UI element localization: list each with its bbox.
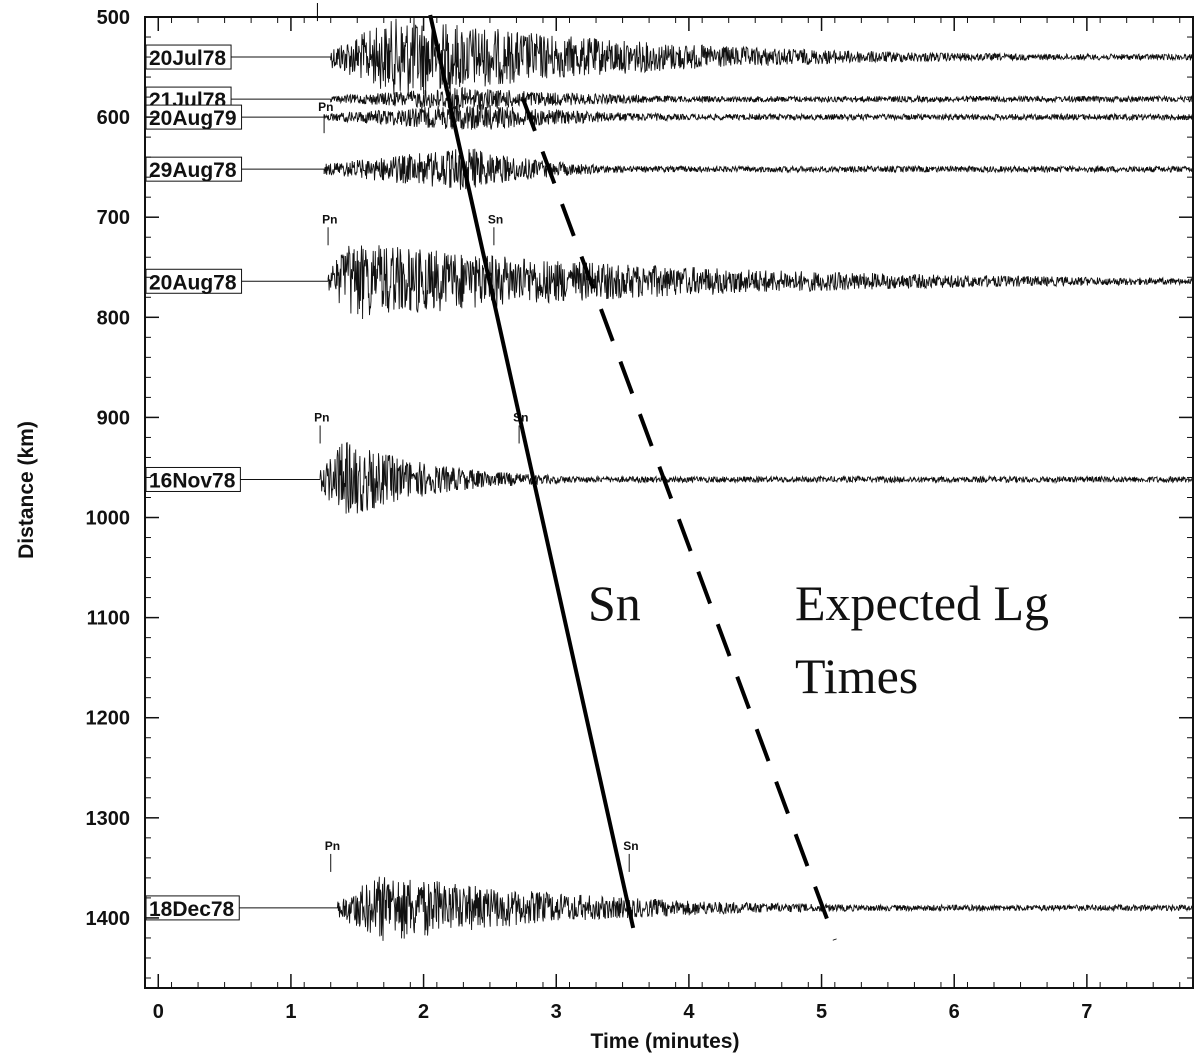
trace-label-20Jul78: 20Jul78 [145,44,232,70]
x-tick-label: 2 [418,1001,429,1023]
y-tick-label: 700 [97,207,130,229]
x-tick-label: 4 [683,1001,695,1023]
y-tick-label: 1000 [86,508,131,530]
plot-frame [144,16,1194,989]
trace-label-29Aug78: 29Aug78 [145,156,243,182]
trace-label-20Aug78: 20Aug78 [145,268,243,294]
seismogram-16Nov78 [319,442,1193,514]
x-tick-label: 7 [1081,1001,1092,1023]
lg-annotation-line-2: Times [795,648,918,704]
sn-label-18Dec78: Sn [623,839,638,853]
y-tick-label: 500 [97,7,130,29]
sn-label-20Jul78: Sn [311,0,326,2]
y-axis-title: Distance (km) [15,421,38,559]
sn-annotation: Sn [588,575,641,631]
pn-label-20Jul78: Pn [311,0,326,2]
y-tick-label: 600 [97,107,130,129]
trace-label-16Nov78: 16Nov78 [145,466,241,492]
y-tick-label: 1300 [86,808,131,830]
seismogram-20Aug78 [327,245,1194,320]
plot-border [144,16,1194,989]
pn-label-16Nov78: Pn [314,410,329,424]
trace-label-text: 16Nov78 [149,469,236,492]
trace-label-20Aug79: 20Aug79 [145,104,243,130]
trace-label-text: 29Aug78 [149,159,237,182]
seismogram-traces [145,17,1194,941]
sn-travel-time-line [428,14,636,929]
y-tick-label: 900 [97,407,130,429]
trace-label-box [145,466,241,492]
lg-annotation-line-1: Expected Lg [795,575,1049,631]
trace-label-box [145,44,232,70]
x-tick-label: 1 [285,1001,296,1023]
phase-markers: PnSnPnPnSnPnSnPnSn [311,0,639,872]
trace-label-text: 18Dec78 [149,898,235,921]
seismogram-20Aug79 [323,104,1193,130]
travel-time-lines [428,14,837,941]
x-tick-label: 5 [816,1001,827,1023]
trace-label-box [145,895,240,921]
x-tick-label: 0 [153,1001,164,1023]
pn-label-29Aug78: Pn [318,100,333,114]
pn-label-18Dec78: Pn [325,839,340,853]
trace-label-box [145,156,243,182]
seismogram-29Aug78 [323,148,1194,190]
axis-ticks: 0 1 2 3 4 5 6 7 500 600 700 800 900 1000 1100 1200 1300 1… [86,7,1193,1023]
trace-label-text: 20Aug79 [149,107,237,130]
trace-labels: 20Jul7821Jul7820Aug7929Aug7820Aug7816Nov… [145,44,243,921]
x-axis-title: Time (minutes) [591,1030,740,1053]
x-tick-label: 6 [949,1001,960,1023]
lg-expected-time-line [521,98,837,941]
seismogram-18Dec78 [336,876,1194,941]
y-tick-label: 800 [97,307,130,329]
y-tick-label: 1400 [86,908,131,930]
y-tick-label: 1100 [87,608,130,630]
trace-label-text: 20Aug78 [149,271,237,294]
trace-label-box [145,268,243,294]
pn-label-20Aug78: Pn [322,212,337,226]
x-tick-label: 3 [551,1001,562,1023]
seismogram-21Jul78 [330,86,1194,111]
trace-label-box [145,104,243,130]
trace-label-18Dec78: 18Dec78 [145,895,240,921]
seismogram-20Jul78 [330,17,1194,96]
y-tick-label: 1200 [86,708,131,730]
trace-label-text: 20Jul78 [149,47,226,70]
sn-label-20Aug78: Sn [488,212,503,226]
